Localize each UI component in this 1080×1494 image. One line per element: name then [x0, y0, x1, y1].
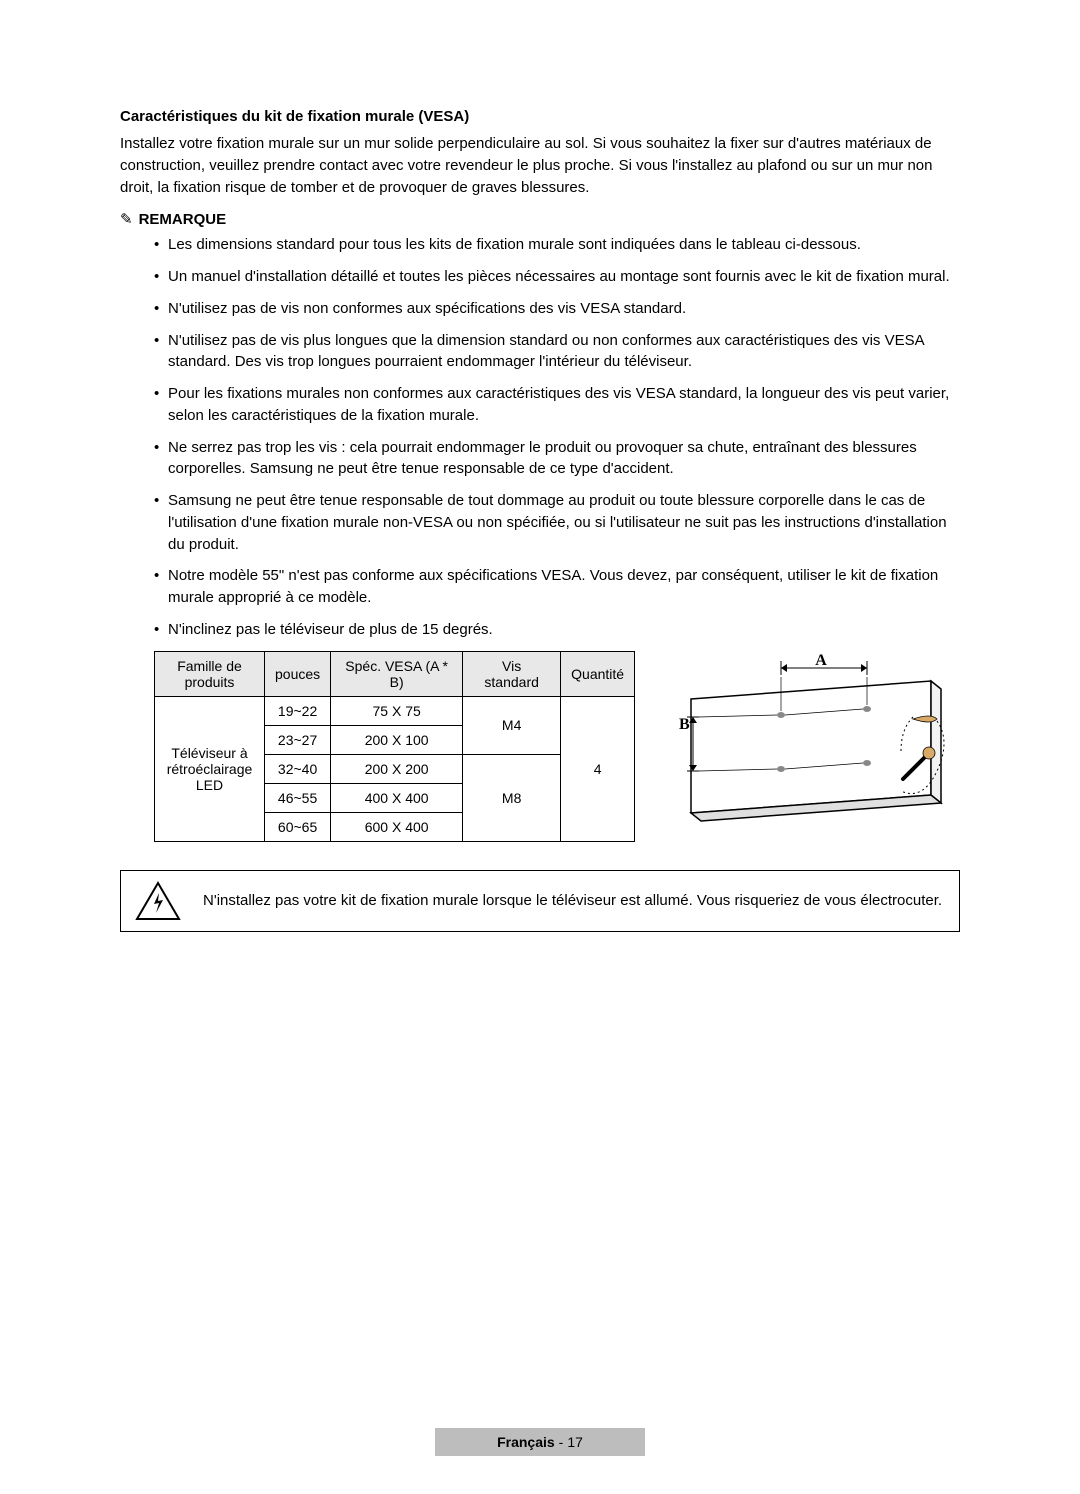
cell-qty: 4	[561, 696, 635, 841]
col-header: pouces	[265, 651, 331, 696]
footer-page: 17	[567, 1434, 583, 1450]
list-item: N'inclinez pas le téléviseur de plus de …	[154, 619, 960, 641]
cell-spec: 75 X 75	[331, 696, 463, 725]
list-item: N'utilisez pas de vis non conformes aux …	[154, 298, 960, 320]
warning-icon	[135, 881, 181, 921]
table-header-row: Famille de produits pouces Spéc. VESA (A…	[155, 651, 635, 696]
col-header: Spéc. VESA (A * B)	[331, 651, 463, 696]
list-item: N'utilisez pas de vis plus longues que l…	[154, 330, 960, 374]
footer-lang: Français	[497, 1434, 555, 1450]
warning-box: N'installez pas votre kit de fixation mu…	[120, 870, 960, 932]
warning-text: N'installez pas votre kit de fixation mu…	[203, 890, 942, 911]
cell-screw: M8	[463, 754, 561, 841]
vesa-spec-table: Famille de produits pouces Spéc. VESA (A…	[154, 651, 635, 842]
col-header: Famille de produits	[155, 651, 265, 696]
diagram-label-a: A	[815, 652, 827, 669]
vesa-diagram: A B	[651, 651, 951, 826]
section-heading: Caractéristiques du kit de fixation mura…	[120, 108, 960, 125]
cell-spec: 200 X 200	[331, 754, 463, 783]
cell-inches: 23~27	[265, 725, 331, 754]
intro-paragraph: Installez votre fixation murale sur un m…	[120, 133, 960, 198]
list-item: Un manuel d'installation détaillé et tou…	[154, 266, 960, 288]
list-item: Ne serrez pas trop les vis : cela pourra…	[154, 437, 960, 481]
table-and-diagram-row: Famille de produits pouces Spéc. VESA (A…	[154, 651, 960, 842]
col-header: Vis standard	[463, 651, 561, 696]
remark-heading: ✎ REMARQUE	[120, 210, 960, 228]
col-header: Quantité	[561, 651, 635, 696]
list-item: Les dimensions standard pour tous les ki…	[154, 234, 960, 256]
list-item: Samsung ne peut être tenue responsable d…	[154, 490, 960, 555]
cell-spec: 600 X 400	[331, 812, 463, 841]
cell-screw: M4	[463, 696, 561, 754]
remark-bullet-list: Les dimensions standard pour tous les ki…	[120, 234, 960, 640]
cell-inches: 46~55	[265, 783, 331, 812]
list-item: Notre modèle 55" n'est pas conforme aux …	[154, 565, 960, 609]
list-item: Pour les fixations murales non conformes…	[154, 383, 960, 427]
cell-spec: 200 X 100	[331, 725, 463, 754]
cell-inches: 32~40	[265, 754, 331, 783]
note-icon: ✎	[120, 210, 133, 228]
cell-spec: 400 X 400	[331, 783, 463, 812]
cell-inches: 19~22	[265, 696, 331, 725]
cell-family: Téléviseur à rétroéclairage LED	[155, 696, 265, 841]
page-footer: Français - 17	[435, 1428, 645, 1456]
footer-sep: -	[559, 1434, 564, 1450]
diagram-label-b: B	[679, 716, 690, 733]
table-row: Téléviseur à rétroéclairage LED 19~22 75…	[155, 696, 635, 725]
remark-label: REMARQUE	[139, 211, 227, 228]
document-page: Caractéristiques du kit de fixation mura…	[0, 0, 1080, 1494]
cell-inches: 60~65	[265, 812, 331, 841]
